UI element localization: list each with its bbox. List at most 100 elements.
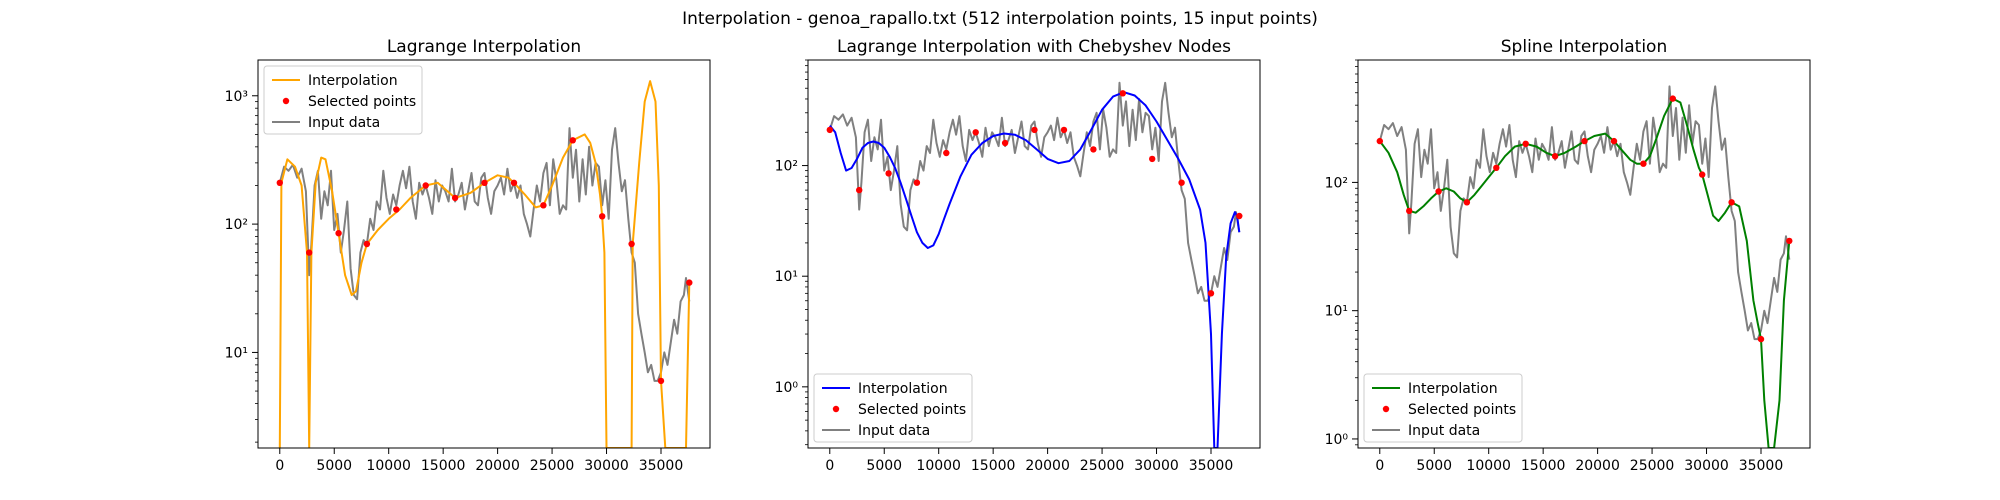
input-data-line bbox=[1378, 85, 1791, 341]
legend-entry-interpolation: Interpolation bbox=[1372, 381, 1498, 397]
interpolation-line bbox=[278, 80, 691, 448]
legend-box bbox=[1363, 373, 1523, 443]
legend-entry-selected-points: Selected points bbox=[282, 94, 416, 110]
x-tick-label: 30000 bbox=[584, 458, 629, 474]
subplot-title: Lagrange Interpolation with Chebyshev No… bbox=[837, 37, 1231, 57]
interpolation-line bbox=[1378, 97, 1791, 448]
selected-point bbox=[972, 129, 979, 136]
x-tick-label: 0 bbox=[825, 458, 834, 474]
legend-entry-input-data: Input data bbox=[822, 423, 930, 439]
legend-swatch bbox=[1382, 405, 1390, 413]
y-tick-label: 10³ bbox=[225, 89, 248, 105]
legend-entry-interpolation: Interpolation bbox=[822, 381, 948, 397]
legend-label: Input data bbox=[858, 423, 930, 439]
x-tick-label: 25000 bbox=[1630, 458, 1675, 474]
selected-point bbox=[686, 279, 693, 286]
x-tick-label: 30000 bbox=[1134, 458, 1179, 474]
legend-label: Interpolation bbox=[1408, 381, 1498, 397]
selected-point bbox=[1699, 171, 1706, 178]
legend-label: Input data bbox=[308, 115, 380, 131]
selected-point bbox=[1551, 153, 1559, 160]
legend-label: Input data bbox=[1408, 423, 1480, 439]
selected-point bbox=[276, 179, 283, 186]
subplot-3: Spline Interpolation 0 5000 10000 15000 20000… bbox=[1325, 37, 1811, 474]
selected-point bbox=[1001, 139, 1009, 147]
y-tick-label: 10² bbox=[225, 217, 248, 233]
y-tick-label: 10² bbox=[775, 159, 798, 175]
selected-point bbox=[1640, 160, 1647, 167]
legend-entry-interpolation: Interpolation bbox=[272, 73, 398, 89]
x-tick-label: 20000 bbox=[1025, 458, 1070, 474]
x-tick-label: 10000 bbox=[916, 458, 961, 474]
selected-point bbox=[628, 240, 635, 248]
selected-point bbox=[393, 206, 400, 213]
y-tick-label: 10¹ bbox=[1325, 304, 1348, 320]
x-tick-label: 0 bbox=[1375, 458, 1384, 474]
legend: Interpolation Selected points Input data bbox=[1363, 373, 1523, 443]
selected-point bbox=[569, 137, 576, 144]
selected-point bbox=[1178, 179, 1185, 186]
y-tick-label: 10¹ bbox=[225, 345, 248, 361]
selected-point bbox=[1060, 126, 1068, 134]
selected-point bbox=[1493, 164, 1500, 171]
x-tick-label: 0 bbox=[275, 458, 284, 474]
x-tick-label: 10000 bbox=[366, 458, 411, 474]
x-tick-label: 10000 bbox=[1466, 458, 1511, 474]
selected-point bbox=[1236, 212, 1243, 220]
subplot-1: Lagrange Interpolation 0 5000 10000 15000 200… bbox=[225, 37, 711, 474]
selected-point bbox=[1757, 335, 1765, 343]
legend-entry-input-data: Input data bbox=[272, 115, 380, 131]
subplot-title: Spline Interpolation bbox=[1501, 37, 1667, 57]
y-tick-label: 10⁰ bbox=[1325, 432, 1349, 448]
legend-label: Selected points bbox=[308, 94, 416, 110]
legend: Interpolation Selected points Input data bbox=[263, 65, 423, 135]
selected-point bbox=[943, 149, 950, 157]
y-tick-label: 10² bbox=[1325, 175, 1348, 191]
selected-point bbox=[599, 213, 606, 220]
subplot-2: Lagrange Interpolation with Chebyshev No… bbox=[775, 37, 1261, 474]
x-tick-label: 5000 bbox=[1416, 458, 1452, 474]
legend-label: Selected points bbox=[858, 402, 966, 418]
x-tick-label: 30000 bbox=[1684, 458, 1729, 474]
x-tick-label: 35000 bbox=[1739, 458, 1784, 474]
selected-point bbox=[1207, 290, 1215, 297]
selected-point bbox=[335, 230, 342, 237]
legend-entry-selected-points: Selected points bbox=[832, 402, 966, 418]
selected-point bbox=[1031, 126, 1038, 134]
x-tick-label: 15000 bbox=[421, 458, 466, 474]
selected-point bbox=[1149, 155, 1156, 163]
interpolation-line bbox=[829, 91, 1241, 448]
selected-point bbox=[913, 179, 921, 186]
selected-point bbox=[451, 194, 459, 202]
figure-suptitle: Interpolation - genoa_rapallo.txt (512 i… bbox=[682, 9, 1318, 29]
selected-point bbox=[1786, 237, 1793, 245]
selected-point bbox=[1522, 140, 1529, 147]
selected-point bbox=[1435, 188, 1442, 195]
selected-point bbox=[1376, 137, 1384, 145]
y-tick-label: 10¹ bbox=[775, 269, 798, 285]
selected-point bbox=[510, 179, 518, 186]
selected-point bbox=[1581, 137, 1588, 145]
selected-point bbox=[1610, 137, 1618, 145]
input-data-line bbox=[278, 127, 691, 382]
selected-point bbox=[1728, 199, 1735, 206]
x-tick-label: 20000 bbox=[475, 458, 520, 474]
input-data-line bbox=[828, 81, 1241, 302]
x-tick-label: 5000 bbox=[316, 458, 352, 474]
legend-entry-selected-points: Selected points bbox=[1382, 402, 1516, 418]
selected-point bbox=[826, 126, 833, 134]
x-tick-label: 35000 bbox=[639, 458, 684, 474]
selected-point bbox=[1406, 207, 1413, 215]
selected-point bbox=[657, 377, 665, 385]
legend-label: Selected points bbox=[1408, 402, 1516, 418]
subplots: Lagrange Interpolation 0 5000 10000 15000 200… bbox=[225, 37, 1811, 474]
selected-point bbox=[306, 249, 313, 256]
legend-box bbox=[263, 65, 423, 135]
selected-point bbox=[540, 202, 547, 209]
selected-point bbox=[885, 170, 892, 177]
legend-label: Interpolation bbox=[308, 73, 398, 89]
x-tick-label: 5000 bbox=[866, 458, 902, 474]
x-tick-label: 35000 bbox=[1189, 458, 1234, 474]
legend: Interpolation Selected points Input data bbox=[813, 373, 973, 443]
